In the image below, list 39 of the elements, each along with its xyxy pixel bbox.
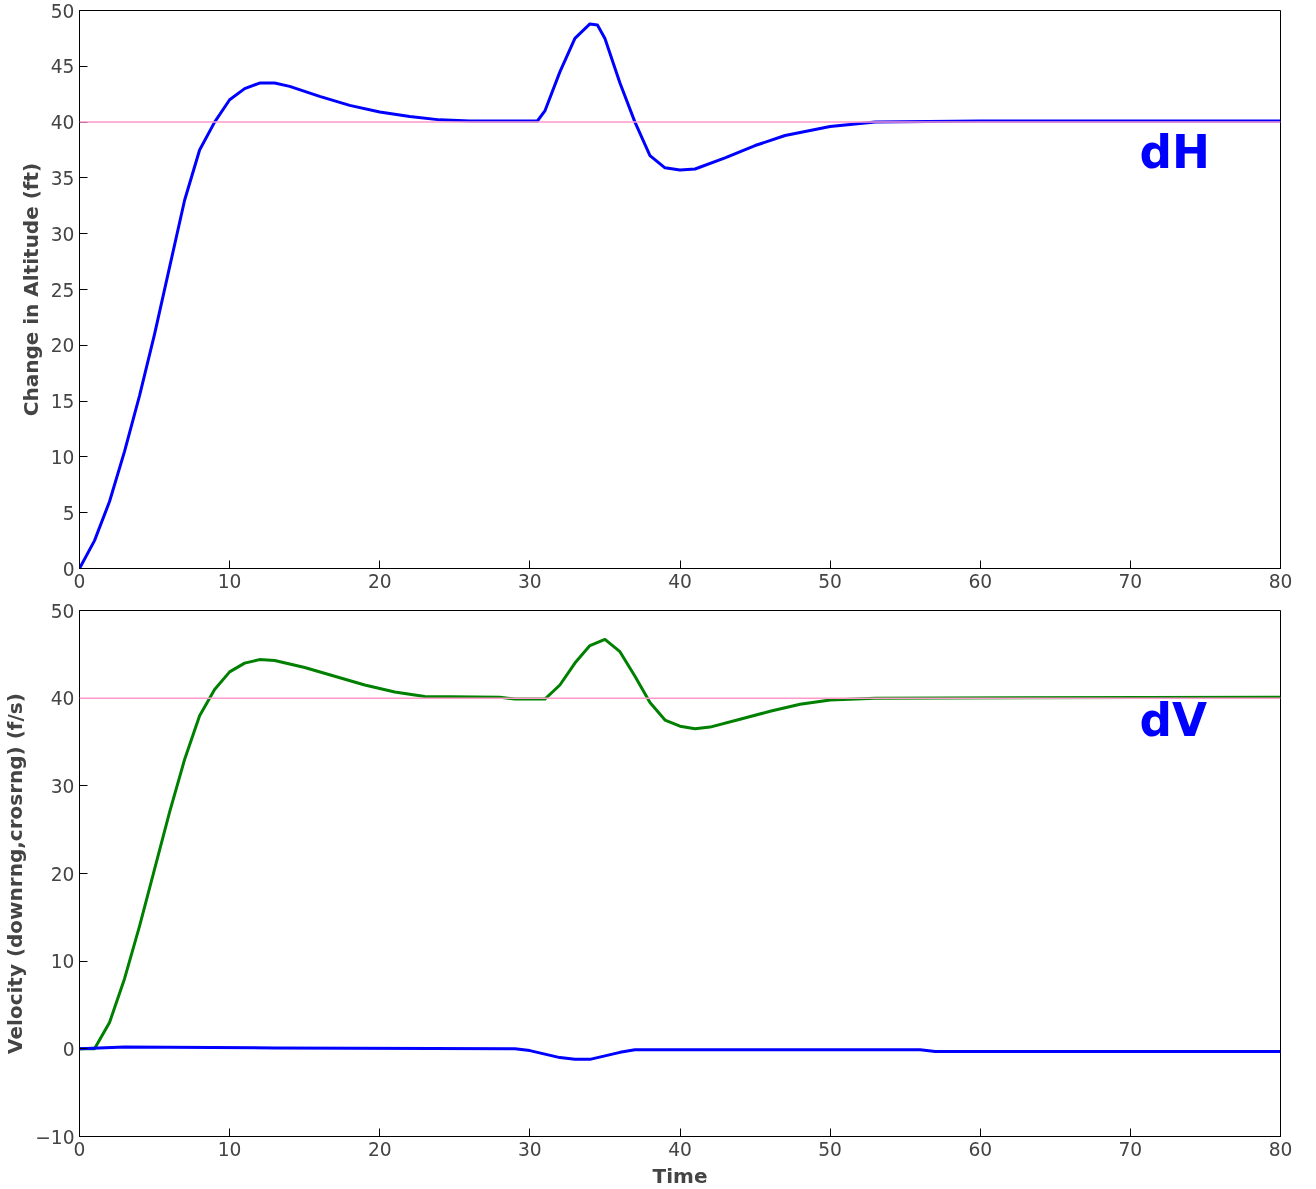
x-axis-title: Time <box>652 1163 708 1188</box>
y-tick-label: 15 <box>50 391 75 413</box>
x-tick-label: 50 <box>818 1138 843 1160</box>
y-tick-label: 40 <box>50 112 75 134</box>
y-tick-label: 40 <box>50 688 75 710</box>
x-tick-label: 20 <box>367 570 392 592</box>
x-tick-label: 40 <box>668 570 692 592</box>
y-tick-label: 20 <box>50 335 75 357</box>
x-tick-label: 30 <box>518 570 542 592</box>
y-tick-label: 45 <box>50 56 75 78</box>
annotation: dH <box>1139 125 1210 179</box>
y-axis-title: Velocity (downrng,crosrng) (f/s) <box>3 693 28 1054</box>
x-tick-label: 40 <box>668 1138 692 1160</box>
y-tick-label: 0 <box>62 1038 75 1060</box>
annotation: dV <box>1139 693 1208 747</box>
y-tick-label: 10 <box>50 951 75 973</box>
x-tick-label: 70 <box>1118 1138 1143 1160</box>
y-tick-label: 10 <box>50 446 75 468</box>
x-tick-label: 80 <box>1268 570 1293 592</box>
y-tick-label: 5 <box>62 502 75 524</box>
x-tick-label: 30 <box>518 1138 542 1160</box>
x-tick-label: 60 <box>968 1138 993 1160</box>
y-tick-label: 20 <box>50 863 75 885</box>
x-tick-label: 10 <box>217 570 242 592</box>
x-tick-label: 10 <box>217 1138 242 1160</box>
y-tick-label: 50 <box>50 0 75 22</box>
y-tick-label: 30 <box>50 775 75 797</box>
x-tick-label: 20 <box>367 1138 392 1160</box>
y-tick-label: 25 <box>50 279 75 301</box>
y-axis-title: Change in Altitude (ft) <box>18 162 43 417</box>
x-tick-label: 60 <box>968 570 993 592</box>
y-tick-label: 35 <box>50 167 75 189</box>
x-tick-label: 70 <box>1118 570 1143 592</box>
line-series <box>79 1045 1281 1061</box>
y-tick-label: −10 <box>35 1126 75 1148</box>
x-tick-label: 80 <box>1268 1138 1293 1160</box>
y-tick-label: 50 <box>50 600 75 622</box>
x-tick-label: 50 <box>818 570 843 592</box>
y-tick-label: 30 <box>50 223 75 245</box>
